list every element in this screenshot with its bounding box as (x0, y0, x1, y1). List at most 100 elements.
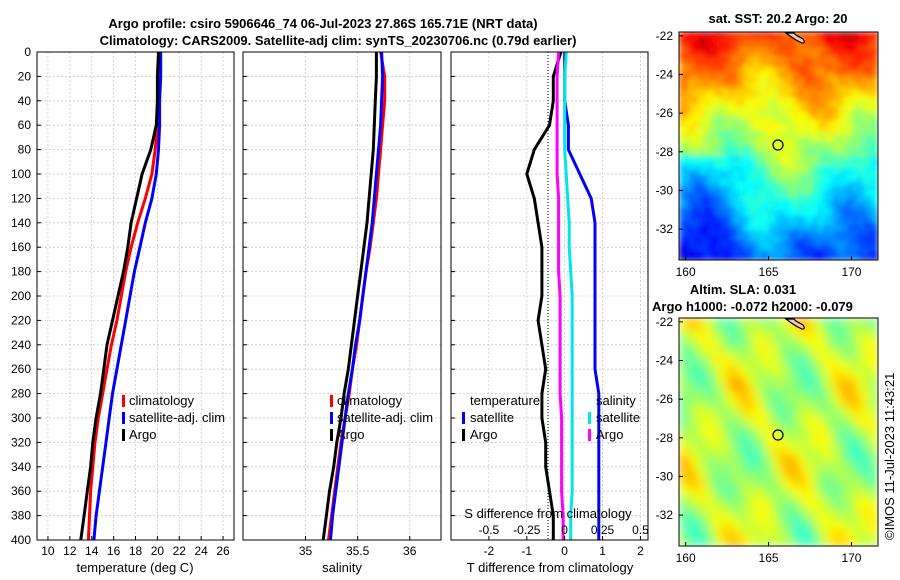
sla-cell (723, 412, 730, 418)
sst-cell (818, 111, 824, 117)
legend-s-satellite-label: satellite (596, 410, 640, 425)
sla-cell (848, 412, 854, 418)
sla-cell (808, 342, 814, 349)
sst-cell (798, 71, 804, 78)
sst-cell (833, 66, 839, 73)
sla-cell (863, 367, 869, 374)
sst-cell (733, 96, 740, 102)
sst-cell (808, 56, 814, 63)
sst-cell (838, 141, 844, 147)
sla-cell (818, 432, 824, 438)
sst-cell (843, 131, 849, 137)
sst-cell (833, 106, 839, 112)
sst-cell (748, 175, 755, 182)
sst-cell (813, 41, 819, 48)
sst-cell (703, 66, 710, 73)
sst-cell (728, 200, 735, 207)
sst-cell (723, 116, 730, 122)
sst-cell (818, 136, 824, 142)
sla-cell (723, 476, 730, 483)
sla-cell (838, 521, 844, 527)
sla-cell (863, 327, 869, 334)
sla-cell (768, 342, 775, 349)
sla-cell (713, 446, 720, 453)
sst-cell (748, 86, 755, 93)
sla-cell (693, 377, 700, 384)
sst-cell (833, 235, 839, 241)
sla-cell (748, 367, 755, 374)
sla-cell (733, 501, 740, 507)
sst-cell (688, 56, 695, 63)
sst-cell (848, 131, 854, 137)
sst-cell (828, 175, 834, 182)
sla-cell (733, 357, 740, 364)
sst-cell (823, 81, 829, 88)
map-x-tick-label: 165 (759, 265, 779, 279)
sla-cell (828, 347, 834, 354)
sla-cell (763, 372, 770, 379)
sst-cell (768, 91, 775, 98)
sst-cell (768, 190, 775, 197)
sst-cell (708, 96, 715, 102)
sla-cell (813, 516, 819, 522)
sla-cell (703, 521, 710, 527)
sla-cell (763, 382, 770, 388)
sla-cell (758, 451, 765, 458)
sla-cell (743, 422, 750, 428)
sla-cell (783, 521, 790, 527)
sla-cell (688, 501, 695, 507)
sla-cell (838, 451, 844, 458)
sst-cell (858, 71, 864, 78)
legend-salinity-heading: salinity (596, 393, 636, 408)
depth-tick-label: 180 (11, 265, 31, 279)
sla-cell (693, 432, 700, 438)
sla-cell (703, 491, 710, 498)
sla-cell (803, 347, 809, 354)
sla-cell (833, 402, 839, 408)
sst-cell (713, 36, 720, 43)
sla-cell (679, 342, 685, 349)
sla-cell (718, 536, 725, 542)
sla-cell (733, 407, 740, 413)
sla-cell (858, 501, 864, 507)
sla-cell (703, 407, 710, 413)
sst-cell (778, 81, 785, 88)
sst-cell (828, 126, 834, 132)
sla-cell (783, 451, 790, 458)
sst-cell (773, 225, 780, 231)
sst-cell (768, 66, 775, 73)
sla-cell (758, 407, 765, 413)
sst-cell (693, 255, 700, 260)
sst-cell (723, 96, 730, 102)
sla-cell (728, 456, 735, 463)
sla-cell (728, 417, 735, 423)
sla-cell (853, 496, 859, 502)
sla-cell (788, 536, 795, 542)
sla-cell (708, 357, 715, 364)
sla-cell (718, 412, 725, 418)
sla-cell (713, 451, 720, 458)
sla-cell (843, 526, 849, 532)
sla-cell (693, 387, 700, 393)
sla-cell (698, 432, 705, 438)
sla-cell (723, 436, 730, 443)
sla-cell (753, 481, 760, 488)
sst-cell (683, 195, 690, 202)
sla-cell (823, 486, 829, 493)
sla-cell (833, 372, 839, 379)
sst-cell (753, 41, 760, 48)
sla-cell (833, 461, 839, 468)
salinity-diff-tick-labels: -0.5 -0.25 0 0.25 0.5 (479, 523, 650, 537)
series-line-temperature-argo (525, 52, 563, 540)
sla-cell (813, 402, 819, 408)
sst-cell (708, 235, 715, 241)
sst-cell (718, 106, 725, 112)
sst-cell (753, 51, 760, 58)
sla-cell (843, 491, 849, 498)
sst-cell (679, 116, 685, 122)
sla-cell (733, 377, 740, 384)
sst-cell (818, 86, 824, 93)
sst-cell (753, 195, 760, 202)
sst-cell (728, 245, 735, 251)
sst-cell (803, 91, 809, 98)
